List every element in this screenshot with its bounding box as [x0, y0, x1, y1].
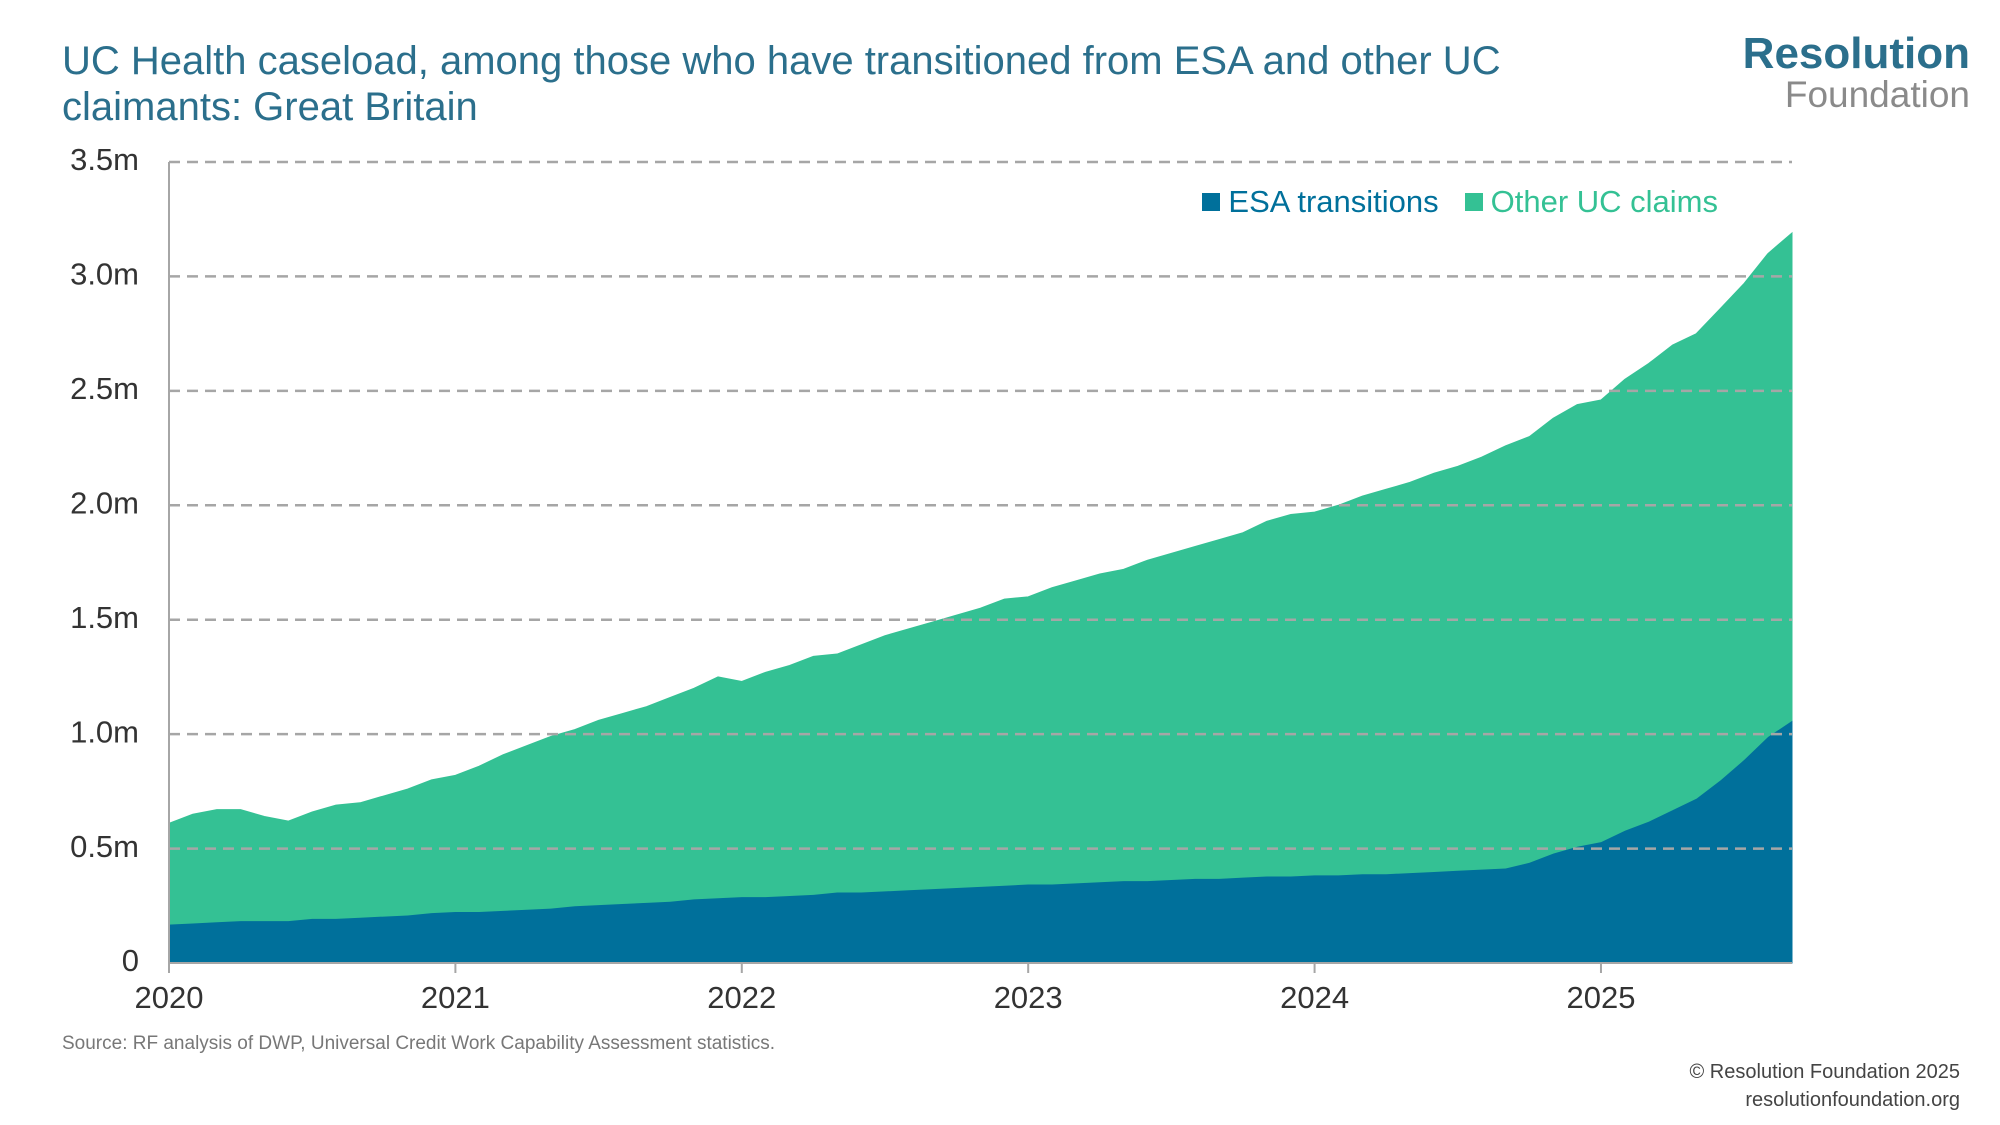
y-tick-label: 1.5m — [70, 600, 139, 635]
logo: Resolution Foundation — [1742, 29, 1970, 115]
legend-item: Other UC claims — [1464, 184, 1718, 220]
x-tick-label: 2022 — [707, 980, 776, 1015]
logo-text: Foundation — [1784, 74, 1970, 115]
legend-label: Other UC claims — [1490, 184, 1718, 219]
x-tick-label: 2025 — [1566, 980, 1635, 1015]
x-tick-label: 2020 — [135, 980, 204, 1015]
y-tick-label: 3.0m — [70, 257, 139, 292]
footer: © Resolution Foundation 2025 resolutionf… — [1690, 1058, 1960, 1114]
x-tick-label: 2023 — [994, 980, 1063, 1015]
legend-swatch — [1464, 193, 1483, 211]
y-tick-label: 0.5m — [70, 829, 139, 864]
legend-swatch — [1202, 193, 1221, 211]
y-tick-label: 2.0m — [70, 485, 139, 520]
x-tick-label: 2024 — [1280, 980, 1349, 1015]
y-tick-label: 3.5m — [70, 142, 139, 177]
copyright: © Resolution Foundation 2025 — [1689, 1061, 1960, 1083]
logo-text: Resolution — [1742, 29, 1970, 78]
area — [168, 231, 1793, 925]
y-tick-label: 2.5m — [70, 371, 139, 406]
x-tick-label: 2021 — [421, 980, 490, 1015]
legend-item: ESA transitions — [1202, 184, 1439, 220]
legend: ESA transitions Other UC claims — [1202, 184, 1718, 220]
source-note: Source: RF analysis of DWP, Universal Cr… — [62, 1033, 776, 1054]
legend-label: ESA transitions — [1228, 184, 1439, 219]
y-tick-label: 0 — [122, 943, 139, 978]
y-tick-label: 1.0m — [70, 714, 139, 749]
chart-title: UC Health caseload, among those who have… — [62, 39, 1501, 129]
website: resolutionfoundation.org — [1745, 1089, 1960, 1111]
